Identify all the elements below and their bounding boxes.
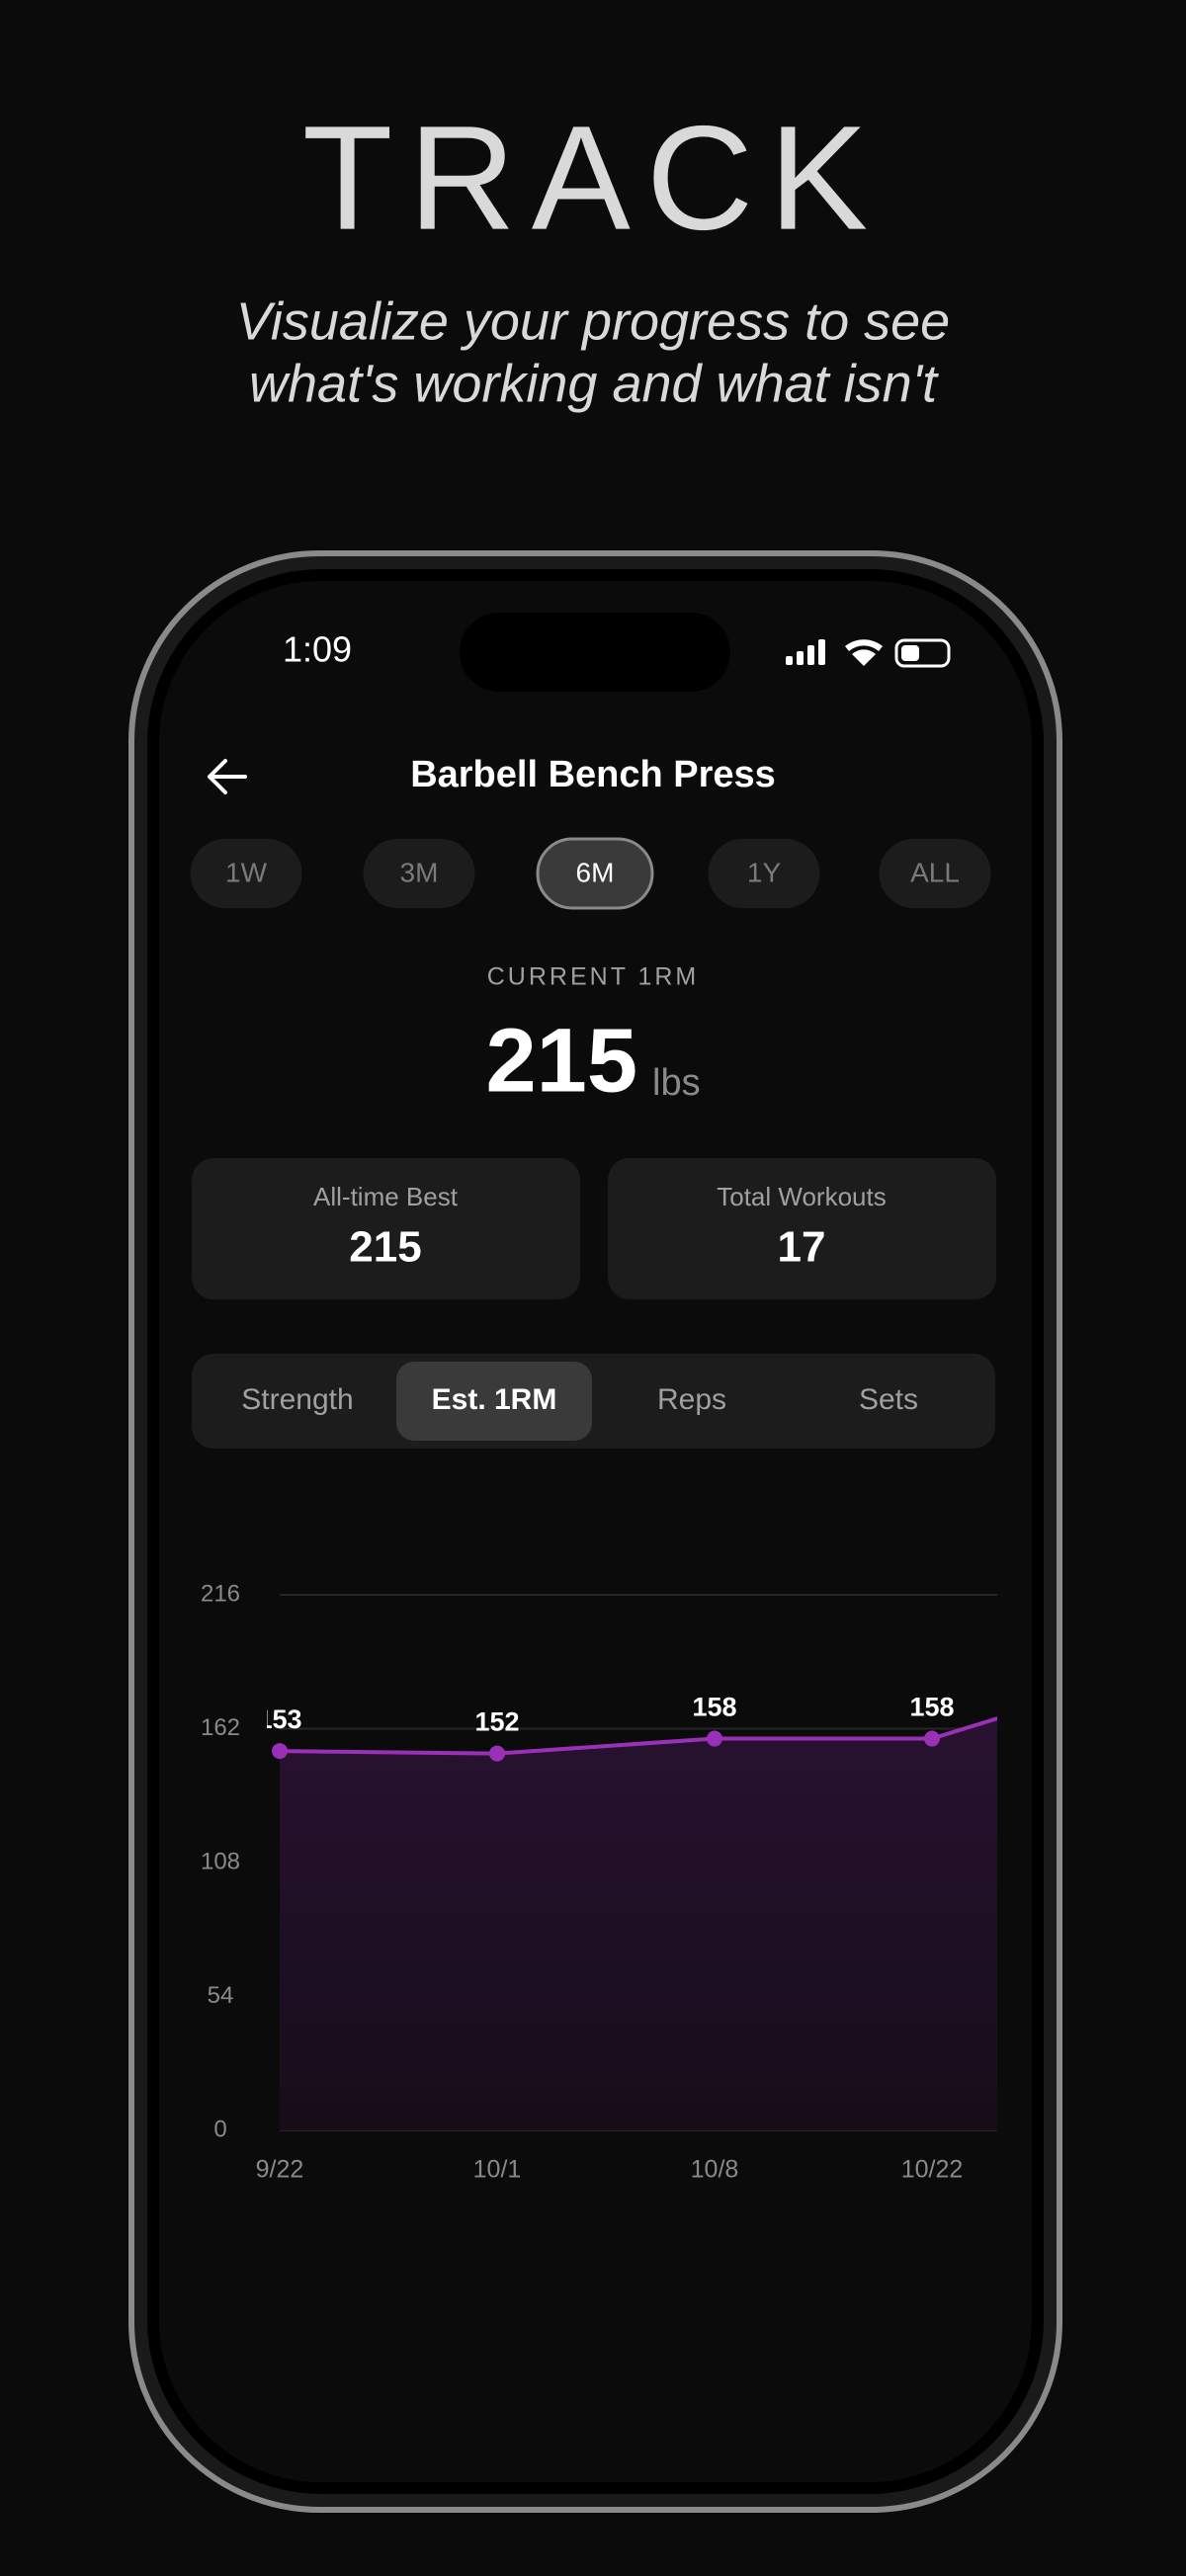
- current-unit: lbs: [652, 1062, 701, 1104]
- y-tick-label: 54: [208, 1982, 234, 2009]
- range-pill[interactable]: [879, 839, 991, 908]
- data-label: 158: [909, 1693, 954, 1722]
- y-tick-label: 162: [201, 1714, 240, 1741]
- range-label[interactable]: 1W: [225, 857, 268, 887]
- range-pill[interactable]: [708, 839, 820, 908]
- range-label[interactable]: ALL: [910, 857, 960, 887]
- range-label[interactable]: 3M: [400, 857, 439, 887]
- stat-label: Total Workouts: [717, 1182, 886, 1211]
- headline: TRACK: [302, 95, 884, 261]
- tab-label[interactable]: Strength: [241, 1383, 353, 1416]
- back-button[interactable]: [208, 759, 247, 794]
- y-tick-label: 108: [201, 1848, 240, 1874]
- plot: 153152158158185: [257, 1693, 997, 2130]
- tab-active[interactable]: [396, 1362, 592, 1441]
- point: [489, 1745, 505, 1762]
- tab-bar: [192, 1354, 995, 1449]
- range-pill[interactable]: [536, 837, 654, 910]
- status-time: 1:09: [283, 629, 352, 670]
- stat-card: [192, 1158, 580, 1299]
- y-tick-label: 216: [201, 1580, 240, 1607]
- stat-value: 215: [349, 1223, 421, 1272]
- point: [707, 1730, 722, 1747]
- status-icons: [786, 638, 951, 668]
- current-value: 215: [486, 1010, 638, 1111]
- stat-value: 17: [778, 1223, 826, 1272]
- dynamic-island: [460, 613, 730, 692]
- stat-card: [608, 1158, 996, 1299]
- screen-title: Barbell Bench Press: [410, 754, 776, 795]
- range-label[interactable]: 1Y: [747, 857, 782, 887]
- range-pill[interactable]: [363, 839, 475, 908]
- data-label: 152: [474, 1707, 519, 1737]
- subtitle: Visualize your progress to see: [236, 291, 950, 351]
- tab-label[interactable]: Reps: [657, 1383, 726, 1416]
- stat-label: All-time Best: [313, 1182, 459, 1211]
- tab-label[interactable]: Est. 1RM: [432, 1383, 557, 1416]
- point: [924, 1730, 940, 1747]
- point: [272, 1743, 288, 1760]
- tab-label[interactable]: Sets: [859, 1383, 918, 1416]
- range-label[interactable]: 6M: [576, 857, 615, 887]
- data-label: 153: [257, 1704, 301, 1734]
- x-tick-label: 9/22: [256, 2156, 304, 2184]
- x-tick-label: 10/1: [473, 2156, 522, 2184]
- data-label: 158: [692, 1693, 736, 1722]
- current-label: CURRENT 1RM: [487, 963, 700, 991]
- x-tick-label: 10/8: [691, 2156, 739, 2184]
- area: [280, 1718, 997, 2130]
- range-pill[interactable]: [190, 839, 302, 908]
- x-tick-label: 10/22: [901, 2156, 964, 2184]
- y-tick-label: 0: [213, 2116, 226, 2142]
- subtitle: what's working and what isn't: [249, 354, 939, 413]
